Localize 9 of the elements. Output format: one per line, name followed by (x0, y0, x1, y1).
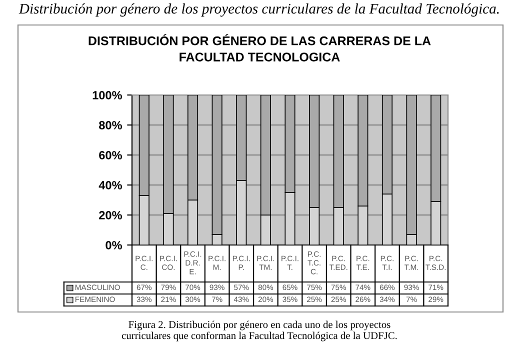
y-tick-label: 40% (98, 181, 122, 190)
text: Figura 2. Distribución por género en cada uno de los proyectos curriculares que conforman la Facultad Tecnológica de la UDFJC. (122, 320, 397, 342)
chart-subtitle: Distribución por género de los proyectos curriculares de la Facultad Tecnológica. (18, 3, 499, 17)
y-tick-label: 100% (92, 91, 122, 100)
chart-title: DISTRIBUCIÓN POR GÉNERO DE LAS CARRERAS DE LA FACULTAD TECNOLOGICA (88, 34, 431, 62)
y-tick-label: 80% (99, 121, 122, 130)
y-tick-label: 60% (99, 151, 122, 160)
y-tick-label: 20% (99, 211, 122, 220)
y-tick-label: 0% (106, 241, 122, 250)
